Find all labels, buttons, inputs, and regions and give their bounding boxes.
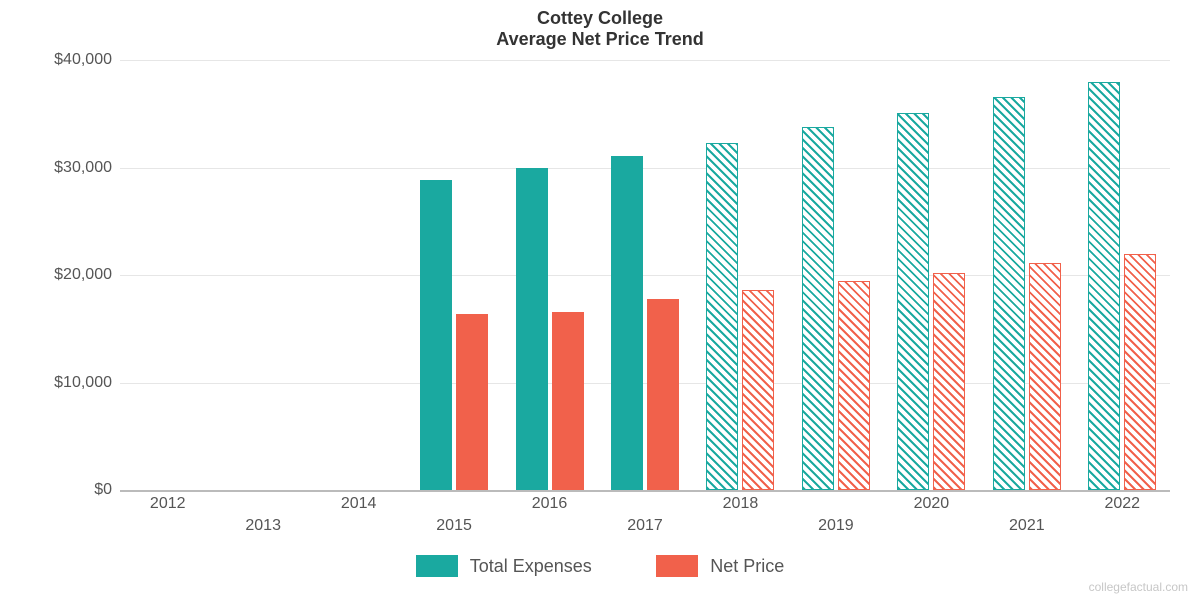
x-tick-label: 2012 [150,495,186,513]
x-tick-label: 2015 [436,517,472,535]
bar-total-expenses-2016 [516,168,548,491]
title-line-1: Cottey College [0,8,1200,29]
legend-item-net-price: Net Price [656,555,784,577]
bar-total-expenses-2019 [802,127,834,490]
x-tick-label: 2022 [1104,495,1140,513]
x-tick-label: 2018 [723,495,759,513]
x-tick-label: 2013 [245,517,281,535]
bar-total-expenses-2020 [897,113,929,490]
y-tick-label: $40,000 [54,51,112,69]
gridline [120,60,1170,61]
legend-item-total-expenses: Total Expenses [416,555,592,577]
bar-net-price-2016 [552,312,584,490]
legend-swatch-total-expenses [416,555,458,577]
bar-net-price-2015 [456,314,488,490]
legend-label-total-expenses: Total Expenses [470,556,592,577]
bar-total-expenses-2021 [993,97,1025,490]
watermark: collegefactual.com [1089,580,1188,594]
title-line-2: Average Net Price Trend [0,29,1200,50]
x-tick-label: 2016 [532,495,568,513]
x-tick-label: 2017 [627,517,663,535]
bar-total-expenses-2017 [611,156,643,490]
legend-swatch-net-price [656,555,698,577]
x-axis-baseline [120,490,1170,492]
bar-total-expenses-2022 [1088,82,1120,491]
bar-total-expenses-2015 [420,180,452,490]
bar-net-price-2018 [742,290,774,490]
y-axis: $0$10,000$20,000$30,000$40,000 [0,60,120,490]
chart-title: Cottey College Average Net Price Trend [0,0,1200,50]
x-tick-label: 2021 [1009,517,1045,535]
bar-total-expenses-2018 [706,143,738,490]
x-tick-label: 2020 [914,495,950,513]
legend: Total Expenses Net Price [0,555,1200,582]
legend-label-net-price: Net Price [710,556,784,577]
x-tick-label: 2014 [341,495,377,513]
x-axis: 2012 2013 2014 2015 2016 2017 2018 2019 2020 2021… [120,495,1170,535]
y-tick-label: $10,000 [54,374,112,392]
y-tick-label: $20,000 [54,266,112,284]
y-tick-label: $30,000 [54,159,112,177]
bar-net-price-2021 [1029,263,1061,490]
plot-area [120,60,1170,490]
x-tick-label: 2019 [818,517,854,535]
bar-net-price-2017 [647,299,679,490]
y-tick-label: $0 [94,481,112,499]
bar-net-price-2022 [1124,254,1156,491]
chart-container: Cottey College Average Net Price Trend $… [0,0,1200,600]
bar-net-price-2020 [933,273,965,490]
bar-net-price-2019 [838,281,870,490]
